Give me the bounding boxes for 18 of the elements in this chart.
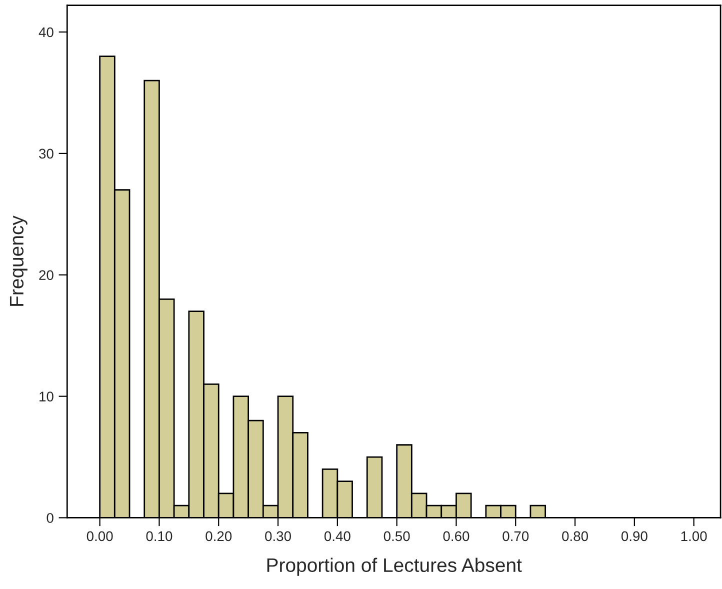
y-tick-label: 0 — [46, 513, 54, 523]
y-tick-label: 30 — [39, 148, 54, 159]
x-tick-label: 0.90 — [621, 531, 648, 542]
x-tick-label: 0.10 — [146, 531, 172, 542]
y-tick-label: 20 — [39, 270, 54, 280]
x-tick-label: 0.50 — [384, 531, 410, 542]
x-tick-label: 1.00 — [681, 531, 707, 542]
y-tick-label: 10 — [40, 392, 54, 402]
y-tick-label: 40 — [38, 27, 54, 38]
x-tick-label: 0.30 — [265, 531, 291, 542]
x-tick-label: 0.80 — [562, 531, 588, 542]
x-axis-title: Proportion of Lectures Absent — [267, 558, 522, 576]
x-tick-label: 0.00 — [86, 531, 113, 542]
y-axis-title: Frequency — [10, 216, 28, 306]
x-tick-label: 0.40 — [324, 531, 350, 542]
x-tick-label: 0.60 — [443, 531, 470, 542]
x-tick-label: 0.70 — [502, 531, 529, 542]
x-tick-label: 0.20 — [206, 531, 232, 542]
